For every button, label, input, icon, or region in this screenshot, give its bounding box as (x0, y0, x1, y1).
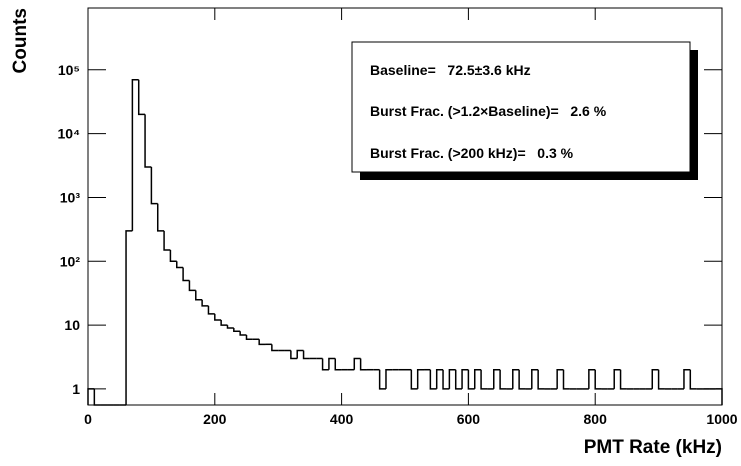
histogram-bin (290, 350, 298, 360)
histogram-bin (651, 368, 659, 389)
histogram-bin (594, 369, 602, 390)
x-tick-label: 800 (584, 411, 608, 427)
x-tick-label: 600 (457, 411, 481, 427)
histogram-bin (334, 358, 342, 371)
legend-box (351, 41, 691, 173)
histogram-bin (537, 369, 545, 390)
histogram-bin (562, 369, 570, 390)
histogram-bin (87, 388, 95, 405)
histogram-bin (226, 325, 234, 329)
histogram-bin (144, 114, 152, 168)
histogram-bin (683, 368, 691, 389)
histogram-bin (239, 331, 247, 336)
histogram-bin (353, 357, 361, 370)
histogram-bin (220, 320, 228, 326)
histogram-bin (201, 299, 209, 307)
histogram-bin (150, 167, 158, 205)
x-axis-title: PMT Rate (kHz) (584, 437, 722, 458)
histogram-bin (156, 203, 165, 232)
histogram-bin (195, 290, 203, 301)
annotation: Burst Frac. (>1.2×Baseline)= 2.6 % (370, 103, 607, 119)
histogram-bin (245, 334, 253, 341)
histogram-bin (518, 369, 526, 390)
y-tick-label: 1 (72, 381, 80, 397)
histogram-bin (493, 368, 501, 389)
annotation: Burst Frac. (>200 kHz)= 0.3 % (370, 145, 574, 161)
histogram-bin (657, 369, 665, 390)
histogram-bin (378, 369, 386, 390)
histogram-bin (169, 250, 177, 263)
histogram-bin (233, 328, 241, 333)
histogram-bin (448, 368, 456, 389)
histogram-bin (163, 230, 171, 251)
histogram-bin (429, 369, 437, 390)
histogram-bin (442, 369, 450, 390)
histogram-bin (512, 368, 520, 389)
histogram-bin (131, 78, 139, 231)
y-tick-label: 10 (64, 317, 80, 333)
histogram-bin (435, 368, 444, 389)
histogram-bin (416, 368, 425, 389)
plot-frame (87, 7, 723, 406)
annotation: Baseline= 72.5±3.6 kHz (370, 62, 531, 78)
histogram-bin (125, 230, 133, 405)
histogram-bin (188, 280, 196, 292)
histogram-bin (385, 368, 393, 389)
histogram-bin (214, 313, 222, 321)
histogram-bin (556, 368, 564, 389)
y-tick-label: 10⁵ (58, 62, 80, 78)
histogram-bin (531, 368, 539, 389)
histogram-bin (461, 368, 469, 389)
histogram-bin (499, 369, 507, 390)
histogram-bin (410, 369, 418, 390)
histogram-bin (473, 368, 482, 389)
y-axis-title: Counts (10, 8, 31, 73)
histogram-bin (715, 388, 723, 405)
histogram-bin (176, 261, 184, 269)
histogram-bin (359, 358, 367, 371)
histogram-bin (454, 369, 463, 390)
histogram-bin (271, 344, 279, 352)
x-tick-label: 400 (330, 411, 354, 427)
histogram-bin (689, 369, 697, 390)
histogram-bin (613, 368, 621, 389)
y-tick-label: 10² (60, 253, 81, 269)
histogram-bin (137, 79, 146, 116)
histogram-bin (467, 369, 475, 390)
histogram-bin (588, 368, 596, 389)
histogram-bin (619, 369, 627, 390)
y-tick-label: 10⁴ (58, 126, 81, 142)
y-tick-label: 10³ (60, 189, 81, 205)
x-tick-label: 1000 (706, 411, 737, 427)
x-tick-label: 0 (84, 411, 92, 427)
histogram-bin (207, 305, 215, 315)
histogram-bin (328, 357, 336, 370)
histogram-bin (480, 369, 488, 390)
x-tick-label: 200 (203, 411, 227, 427)
histogram-bin (302, 350, 310, 360)
histogram-bin (93, 388, 101, 406)
histogram-bin (296, 349, 304, 359)
histogram-bin (182, 267, 190, 282)
histogram-bin (321, 358, 329, 371)
histogram-bin (258, 339, 266, 346)
